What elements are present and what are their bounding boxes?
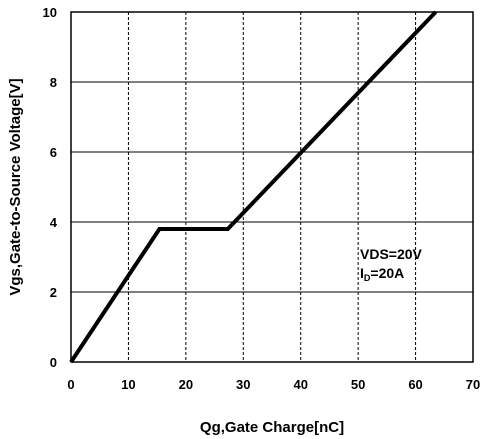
x-tick-label-5: 50: [351, 377, 365, 392]
annotation-id-subscript: D: [364, 273, 371, 283]
annotation-id-suffix: =20A: [370, 265, 404, 281]
y-tick-label-1: 2: [50, 285, 57, 300]
x-tick-label-0: 0: [67, 377, 74, 392]
y-tick-label-5: 10: [43, 5, 57, 20]
y-tick-label-3: 6: [50, 145, 57, 160]
y-tick-label-2: 4: [50, 215, 58, 230]
series-layer: [69, 10, 438, 364]
annotation-vds: VDS=20V: [360, 246, 423, 262]
x-tick-label-2: 20: [179, 377, 193, 392]
y-axis-title: Vgs,Gate-to-Source Voltage[V]: [7, 78, 24, 295]
x-axis-title: Qg,Gate Charge[nC]: [200, 419, 344, 436]
x-tick-label-1: 10: [121, 377, 135, 392]
x-tick-label-7: 70: [466, 377, 480, 392]
annotation-id-prefix: I: [360, 265, 364, 281]
x-tick-labels: 0 10 20 30 40 50 60 70: [67, 377, 480, 392]
series-line-0: [69, 10, 438, 364]
y-tick-label-4: 8: [50, 75, 57, 90]
y-tick-label-0: 0: [50, 355, 57, 370]
plot-frame: [70, 11, 474, 363]
y-tick-labels: 0 2 4 6 8 10: [43, 5, 58, 370]
x-tick-label-6: 60: [408, 377, 422, 392]
x-tick-label-3: 30: [236, 377, 250, 392]
grid: [71, 12, 473, 362]
annotation-id: ID=20A: [360, 265, 404, 283]
x-tick-label-4: 40: [293, 377, 307, 392]
